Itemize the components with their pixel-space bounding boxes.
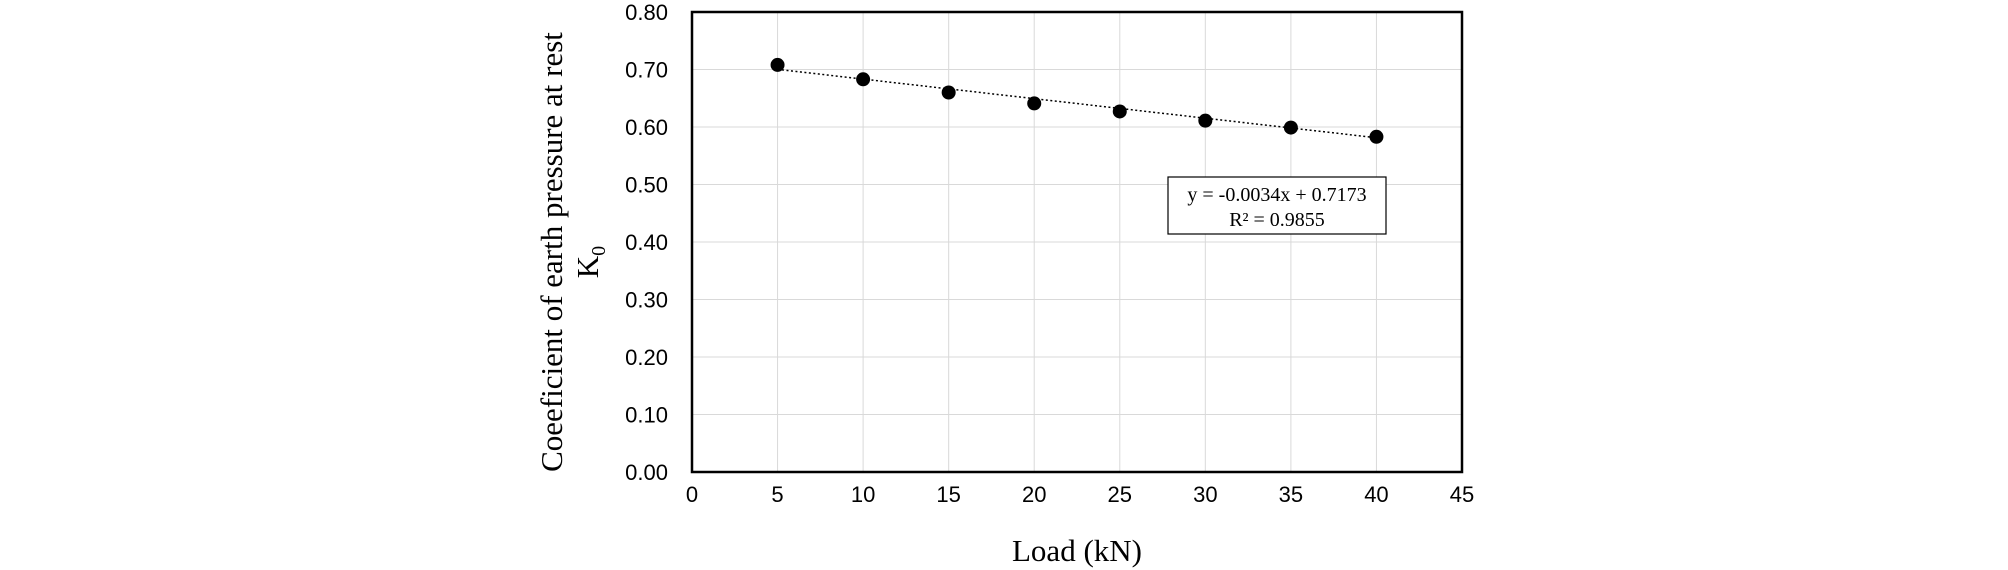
data-point bbox=[1027, 96, 1042, 111]
x-tick-label: 20 bbox=[1022, 482, 1046, 507]
y-tick-label: 0.10 bbox=[625, 403, 668, 428]
plot-area-border bbox=[690, 10, 1464, 474]
trendline-layer bbox=[777, 68, 1377, 139]
data-point bbox=[1369, 129, 1384, 144]
data-point bbox=[1112, 104, 1127, 119]
data-point bbox=[856, 72, 871, 87]
x-tick-label: 45 bbox=[1450, 482, 1474, 507]
y-tick-label: 0.40 bbox=[625, 230, 668, 255]
data-point bbox=[941, 85, 956, 100]
y-axis-title-main: Coeeficient of earth pressure at rest bbox=[534, 32, 569, 472]
data-points bbox=[770, 57, 1384, 144]
x-tick-label: 15 bbox=[936, 482, 960, 507]
trendline-equation: y = -0.0034x + 0.7173 bbox=[1187, 184, 1366, 206]
data-point bbox=[1198, 113, 1213, 128]
trendline bbox=[777, 68, 1377, 139]
y-tick-labels: 0.00 0.10 0.20 0.30 0.40 0.50 0.60 0.70 0.80 bbox=[625, 0, 668, 485]
x-tick-label: 0 bbox=[686, 482, 698, 507]
y-axis-symbol-k: K bbox=[570, 255, 605, 278]
equation-box-frame bbox=[1167, 176, 1387, 235]
y-axis-title-symbol: K0 bbox=[570, 246, 610, 278]
y-tick-label: 0.60 bbox=[625, 115, 668, 140]
x-tick-label: 40 bbox=[1364, 482, 1388, 507]
x-tick-label: 5 bbox=[771, 482, 783, 507]
r-squared-value: R² = 0.9855 bbox=[1229, 209, 1325, 231]
data-point bbox=[1283, 120, 1298, 135]
y-tick-label: 0.50 bbox=[625, 173, 668, 198]
y-axis-symbol-subscript: 0 bbox=[588, 246, 610, 256]
y-tick-label: 0.70 bbox=[625, 58, 668, 83]
x-tick-labels: 0 5 10 15 20 25 30 35 40 45 bbox=[686, 482, 1474, 507]
y-tick-label: 0.20 bbox=[625, 345, 668, 370]
equation-box: y = -0.0034x + 0.7173 R² = 0.9855 bbox=[1167, 176, 1387, 235]
data-point bbox=[770, 57, 785, 72]
y-tick-label: 0.30 bbox=[625, 288, 668, 313]
gridlines bbox=[691, 11, 1463, 473]
x-tick-label: 10 bbox=[851, 482, 875, 507]
x-axis-title: Load (kN) bbox=[1012, 533, 1142, 568]
x-tick-label: 30 bbox=[1193, 482, 1217, 507]
y-tick-label: 0.00 bbox=[625, 460, 668, 485]
x-tick-label: 25 bbox=[1108, 482, 1132, 507]
x-tick-label: 35 bbox=[1279, 482, 1303, 507]
y-axis-title: Coeeficient of earth pressure at rest K0 bbox=[534, 32, 610, 472]
y-tick-label: 0.80 bbox=[625, 0, 668, 25]
